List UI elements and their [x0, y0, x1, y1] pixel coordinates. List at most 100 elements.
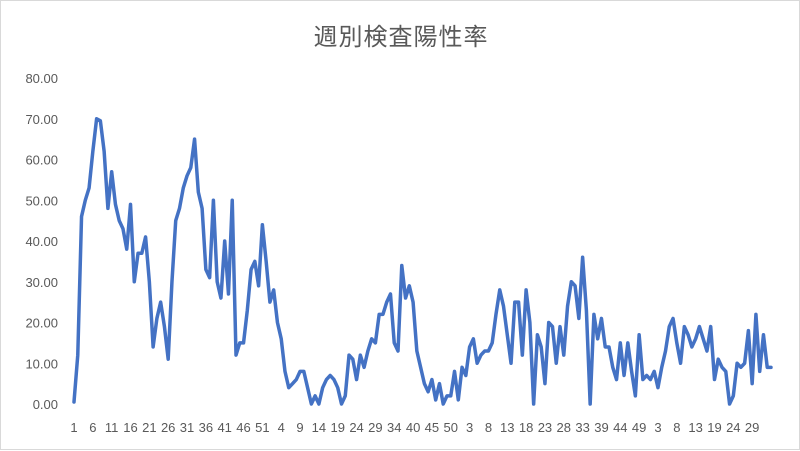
x-tick-label: 21: [142, 420, 156, 435]
x-tick-label: 13: [500, 420, 514, 435]
data-point: [310, 403, 313, 406]
x-tick-label: 1: [70, 420, 77, 435]
data-point: [717, 358, 720, 361]
data-point: [359, 354, 362, 357]
data-point: [698, 325, 701, 328]
data-point: [84, 199, 87, 202]
data-point: [314, 394, 317, 397]
data-point: [604, 345, 607, 348]
data-point: [427, 390, 430, 393]
x-tick-label: 3: [466, 420, 473, 435]
data-point: [155, 317, 158, 320]
data-point: [272, 288, 275, 291]
data-point: [574, 284, 577, 287]
x-tick-label: 18: [519, 420, 533, 435]
data-point: [430, 378, 433, 381]
x-tick-label: 19: [707, 420, 721, 435]
data-point: [397, 350, 400, 353]
data-point: [235, 354, 238, 357]
data-point: [95, 117, 98, 120]
data-point: [566, 305, 569, 308]
data-point: [592, 313, 595, 316]
x-tick-label: 19: [330, 420, 344, 435]
data-point: [449, 394, 452, 397]
x-tick-label: 8: [485, 420, 492, 435]
data-point: [559, 325, 562, 328]
data-point: [585, 309, 588, 312]
data-point: [276, 321, 279, 324]
data-point: [182, 187, 185, 190]
data-point: [581, 256, 584, 259]
data-point: [261, 223, 264, 226]
data-point: [596, 337, 599, 340]
x-tick-label: 36: [199, 420, 213, 435]
data-point: [472, 337, 475, 340]
data-point: [660, 366, 663, 369]
y-tick-label: 10.00: [25, 356, 58, 371]
data-point: [540, 345, 543, 348]
data-point: [739, 366, 742, 369]
data-point: [280, 337, 283, 340]
data-point: [186, 174, 189, 177]
data-point: [705, 350, 708, 353]
data-point: [736, 362, 739, 365]
data-point: [521, 354, 524, 357]
data-point: [321, 386, 324, 389]
data-point: [423, 382, 426, 385]
data-point: [238, 341, 241, 344]
data-point: [536, 333, 539, 336]
data-point: [400, 264, 403, 267]
data-point: [762, 333, 765, 336]
data-point: [287, 386, 290, 389]
data-point: [133, 280, 136, 283]
x-tick-label: 41: [217, 420, 231, 435]
data-point: [99, 119, 102, 122]
x-tick-label: 4: [278, 420, 285, 435]
data-point: [653, 370, 656, 373]
data-point: [513, 301, 516, 304]
data-point: [152, 345, 155, 348]
data-point: [543, 382, 546, 385]
x-tick-label: 28: [557, 420, 571, 435]
data-point: [487, 350, 490, 353]
data-point: [216, 280, 219, 283]
x-tick-label: 8: [673, 420, 680, 435]
data-point: [732, 394, 735, 397]
data-point: [91, 150, 94, 153]
data-point: [694, 337, 697, 340]
data-point: [438, 382, 441, 385]
data-point: [645, 374, 648, 377]
data-point: [766, 366, 769, 369]
data-point: [445, 394, 448, 397]
data-point: [672, 317, 675, 320]
series-line: [72, 117, 773, 406]
data-point: [340, 403, 343, 406]
x-tick-label: 46: [236, 420, 250, 435]
data-point: [253, 260, 256, 263]
data-point: [758, 370, 761, 373]
y-tick-label: 70.00: [25, 112, 58, 127]
data-point: [106, 207, 109, 210]
data-point: [555, 362, 558, 365]
data-point: [389, 292, 392, 295]
data-point: [607, 345, 610, 348]
x-tick-label: 29: [368, 420, 382, 435]
data-point: [649, 378, 652, 381]
data-point: [148, 280, 151, 283]
data-point: [73, 400, 76, 403]
data-point: [125, 248, 128, 251]
data-point: [412, 301, 415, 304]
data-point: [415, 350, 418, 353]
data-point: [223, 240, 226, 243]
data-point: [525, 288, 528, 291]
data-point: [246, 309, 249, 312]
data-point: [510, 362, 513, 365]
y-tick-label: 30.00: [25, 275, 58, 290]
data-point: [457, 398, 460, 401]
data-point: [336, 386, 339, 389]
data-point: [634, 394, 637, 397]
data-point: [483, 350, 486, 353]
data-point: [76, 354, 79, 357]
x-tick-label: 29: [745, 420, 759, 435]
